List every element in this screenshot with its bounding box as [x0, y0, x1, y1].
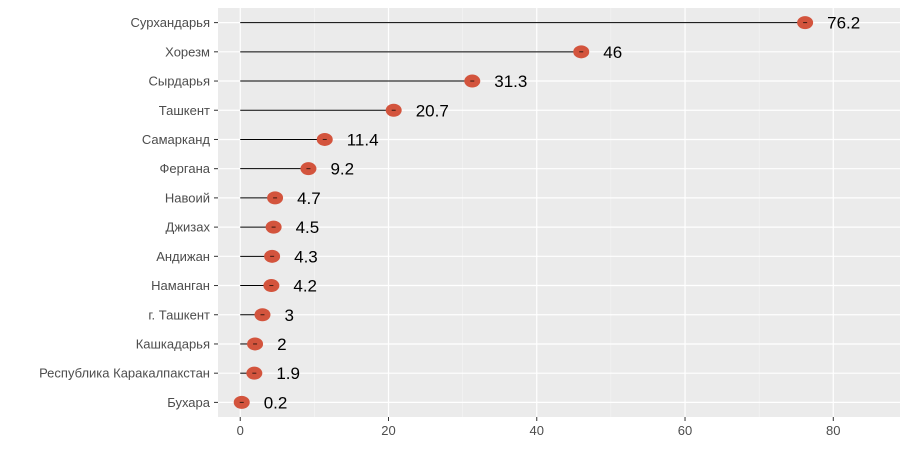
y-tick-label: Республика Каракалпакстан — [39, 366, 210, 381]
data-label: 4.3 — [294, 247, 318, 266]
data-marks: 76.2 46 31.3 20.7 11.4 9.2 4.7 4.5 4.3 4.23 2 1.9 0.… — [233, 14, 860, 412]
y-tick-label: Самарканд — [142, 132, 211, 147]
plot-panel — [218, 8, 900, 417]
y-tick-label: Сурхандарья — [131, 15, 210, 30]
y-tick-label: г. Ташкент — [148, 307, 210, 322]
data-label: 0.2 — [264, 393, 288, 412]
data-label: 76.2 — [827, 14, 860, 33]
y-axis: Сурхандарья Хорезм Сырдарья Ташкент Самаркан… — [39, 15, 218, 410]
x-tick-label: 80 — [826, 423, 840, 438]
y-tick-label: Фергана — [160, 161, 211, 176]
x-tick-label: 40 — [530, 423, 544, 438]
x-tick-label: 60 — [678, 423, 692, 438]
y-tick-label: Хорезм — [165, 44, 210, 59]
data-label: 4.5 — [296, 218, 320, 237]
x-tick-label: 20 — [381, 423, 395, 438]
y-tick-label: Кашкадарья — [136, 336, 210, 351]
x-tick-label: 0 — [237, 423, 244, 438]
data-label: 11.4 — [347, 130, 379, 149]
y-tick-label: Ташкент — [159, 103, 210, 118]
data-label: 20.7 — [416, 101, 449, 120]
data-label: 4.2 — [293, 277, 317, 296]
data-label: 2 — [277, 335, 286, 354]
y-tick-label: Сырдарья — [148, 74, 210, 89]
data-label: 4.7 — [297, 189, 321, 208]
data-label: 46 — [603, 43, 622, 62]
x-axis: 0 20 40 60 80 — [237, 417, 841, 438]
data-label: 3 — [284, 306, 293, 325]
data-label: 31.3 — [494, 72, 527, 91]
y-tick-label: Андижан — [156, 249, 210, 264]
data-label: 1.9 — [276, 364, 300, 383]
y-tick-label: Навоий — [165, 190, 210, 205]
data-label: 9.2 — [330, 160, 354, 179]
y-tick-label: Бухара — [167, 395, 211, 410]
y-tick-label: Наманган — [151, 278, 210, 293]
y-tick-label: Джизах — [166, 220, 211, 235]
